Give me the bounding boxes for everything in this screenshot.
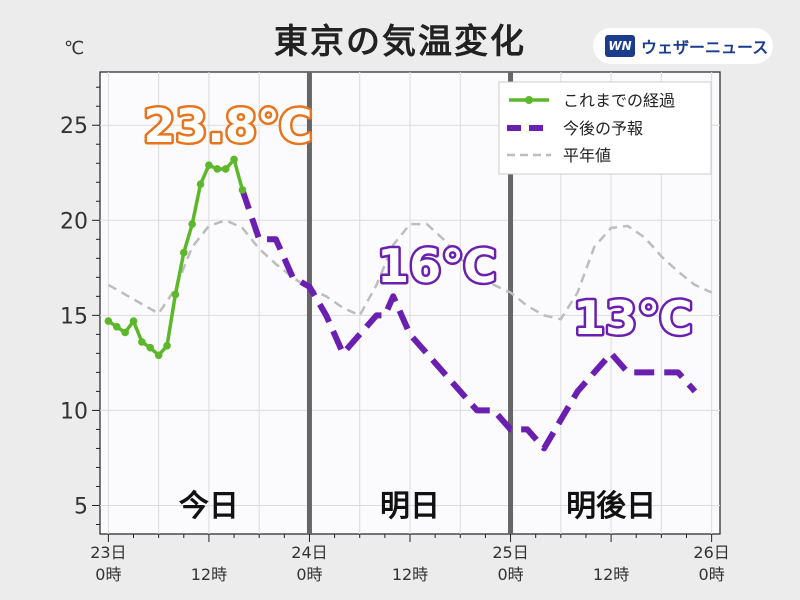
x-tick-label-date: 25日 <box>492 543 528 562</box>
day-label: 明日 <box>380 489 440 524</box>
x-tick-label-hour: 0時 <box>497 565 523 584</box>
observed-point <box>221 165 230 173</box>
weathernews-logo-mark: WN <box>605 35 635 57</box>
observed-point <box>171 290 180 299</box>
observed-point <box>213 165 222 173</box>
x-tick-label-hour: 0時 <box>296 565 322 584</box>
x-tick-label-hour: 12時 <box>191 565 227 584</box>
value-annotation: 13℃ <box>573 291 693 345</box>
value-annotation: 16℃ <box>377 239 497 293</box>
x-tick-label-hour: 12時 <box>593 565 629 584</box>
observed-point <box>129 317 138 325</box>
y-tick-label: 20 <box>60 209 88 234</box>
observed-point <box>196 180 205 188</box>
x-tick-label-hour: 12時 <box>392 565 428 584</box>
observed-point <box>163 341 171 350</box>
day-label: 明後日 <box>566 489 656 524</box>
legend-label: 平年値 <box>563 146 611 165</box>
weathernews-logo-text: ウェザーニュース <box>641 38 769 57</box>
weathernews-logo: WN ウェザーニュース <box>593 28 773 64</box>
observed-point <box>238 186 247 194</box>
observed-point <box>138 338 146 346</box>
x-tick-label-date: 23日 <box>90 543 126 562</box>
observed-point <box>205 161 213 169</box>
observed-point <box>188 220 196 228</box>
x-tick-label-date: 24日 <box>291 543 327 562</box>
observed-point <box>154 351 163 360</box>
legend-label: 今後の予報 <box>563 119 643 138</box>
legend-swatch-observed-marker <box>525 96 533 104</box>
y-axis-unit: ℃ <box>64 38 84 59</box>
day-label: 今日 <box>179 489 239 524</box>
observed-point <box>230 155 238 164</box>
x-tick-label-hour: 0時 <box>95 565 121 584</box>
y-tick-label: 10 <box>60 399 88 424</box>
chart-title: 東京の気温変化 <box>274 22 526 62</box>
legend-label: これまでの経過 <box>563 91 675 110</box>
observed-point <box>104 317 113 325</box>
y-tick-label: 15 <box>60 304 88 329</box>
y-tick-label: 5 <box>74 494 88 519</box>
x-tick-label-hour: 0時 <box>699 565 725 584</box>
forecast-series-line <box>239 188 698 452</box>
normal-series-line <box>107 218 713 321</box>
observed-point <box>146 343 155 352</box>
value-annotation: 23.8℃ <box>143 99 312 153</box>
observed-point <box>112 322 121 331</box>
y-tick-label: 25 <box>60 114 88 139</box>
observed-point <box>179 248 188 257</box>
observed-point <box>121 328 129 337</box>
x-tick-label-date: 26日 <box>693 543 729 562</box>
